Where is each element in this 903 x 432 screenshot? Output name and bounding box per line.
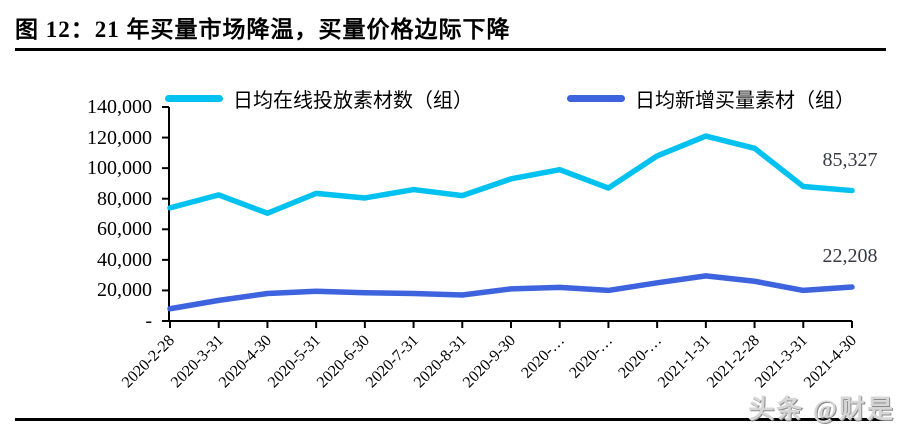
figure-title: 图 12：21 年买量市场降温，买量价格边际下降 bbox=[15, 17, 511, 42]
series-end-value-online-materials: 85,327 bbox=[822, 148, 878, 171]
series-end-value-new-materials: 22,208 bbox=[822, 245, 878, 268]
series-line-0 bbox=[167, 133, 855, 216]
y-axis-tick-label: 60,000 bbox=[97, 218, 152, 241]
chart-legend: 日均在线投放素材数（组） 日均新增买量素材（组） bbox=[165, 84, 855, 113]
y-axis-tick-label: 120,000 bbox=[87, 126, 152, 149]
legend-item-daily-new-materials: 日均新增买量素材（组） bbox=[567, 84, 855, 113]
blue-line-swatch-icon bbox=[567, 95, 625, 102]
y-axis-tick-label: 80,000 bbox=[97, 187, 152, 210]
cyan-line-swatch-icon bbox=[165, 95, 223, 102]
y-axis-tick-label: 40,000 bbox=[97, 248, 152, 271]
y-axis-tick-label: 100,000 bbox=[87, 157, 152, 180]
legend-label-daily-online-materials: 日均在线投放素材数（组） bbox=[233, 90, 473, 112]
bottom-border bbox=[15, 418, 886, 421]
title-underline bbox=[15, 48, 886, 51]
legend-item-daily-online-materials: 日均在线投放素材数（组） bbox=[165, 84, 473, 113]
legend-label-daily-new-materials: 日均新增买量素材（组） bbox=[635, 90, 855, 112]
series-line-1 bbox=[167, 273, 855, 312]
y-axis-tick-label: - bbox=[145, 310, 152, 332]
watermark-text: 头条 @财是 bbox=[748, 395, 895, 424]
y-axis-tick-label: 20,000 bbox=[97, 279, 152, 302]
y-axis-tick-label: 140,000 bbox=[87, 96, 152, 118]
